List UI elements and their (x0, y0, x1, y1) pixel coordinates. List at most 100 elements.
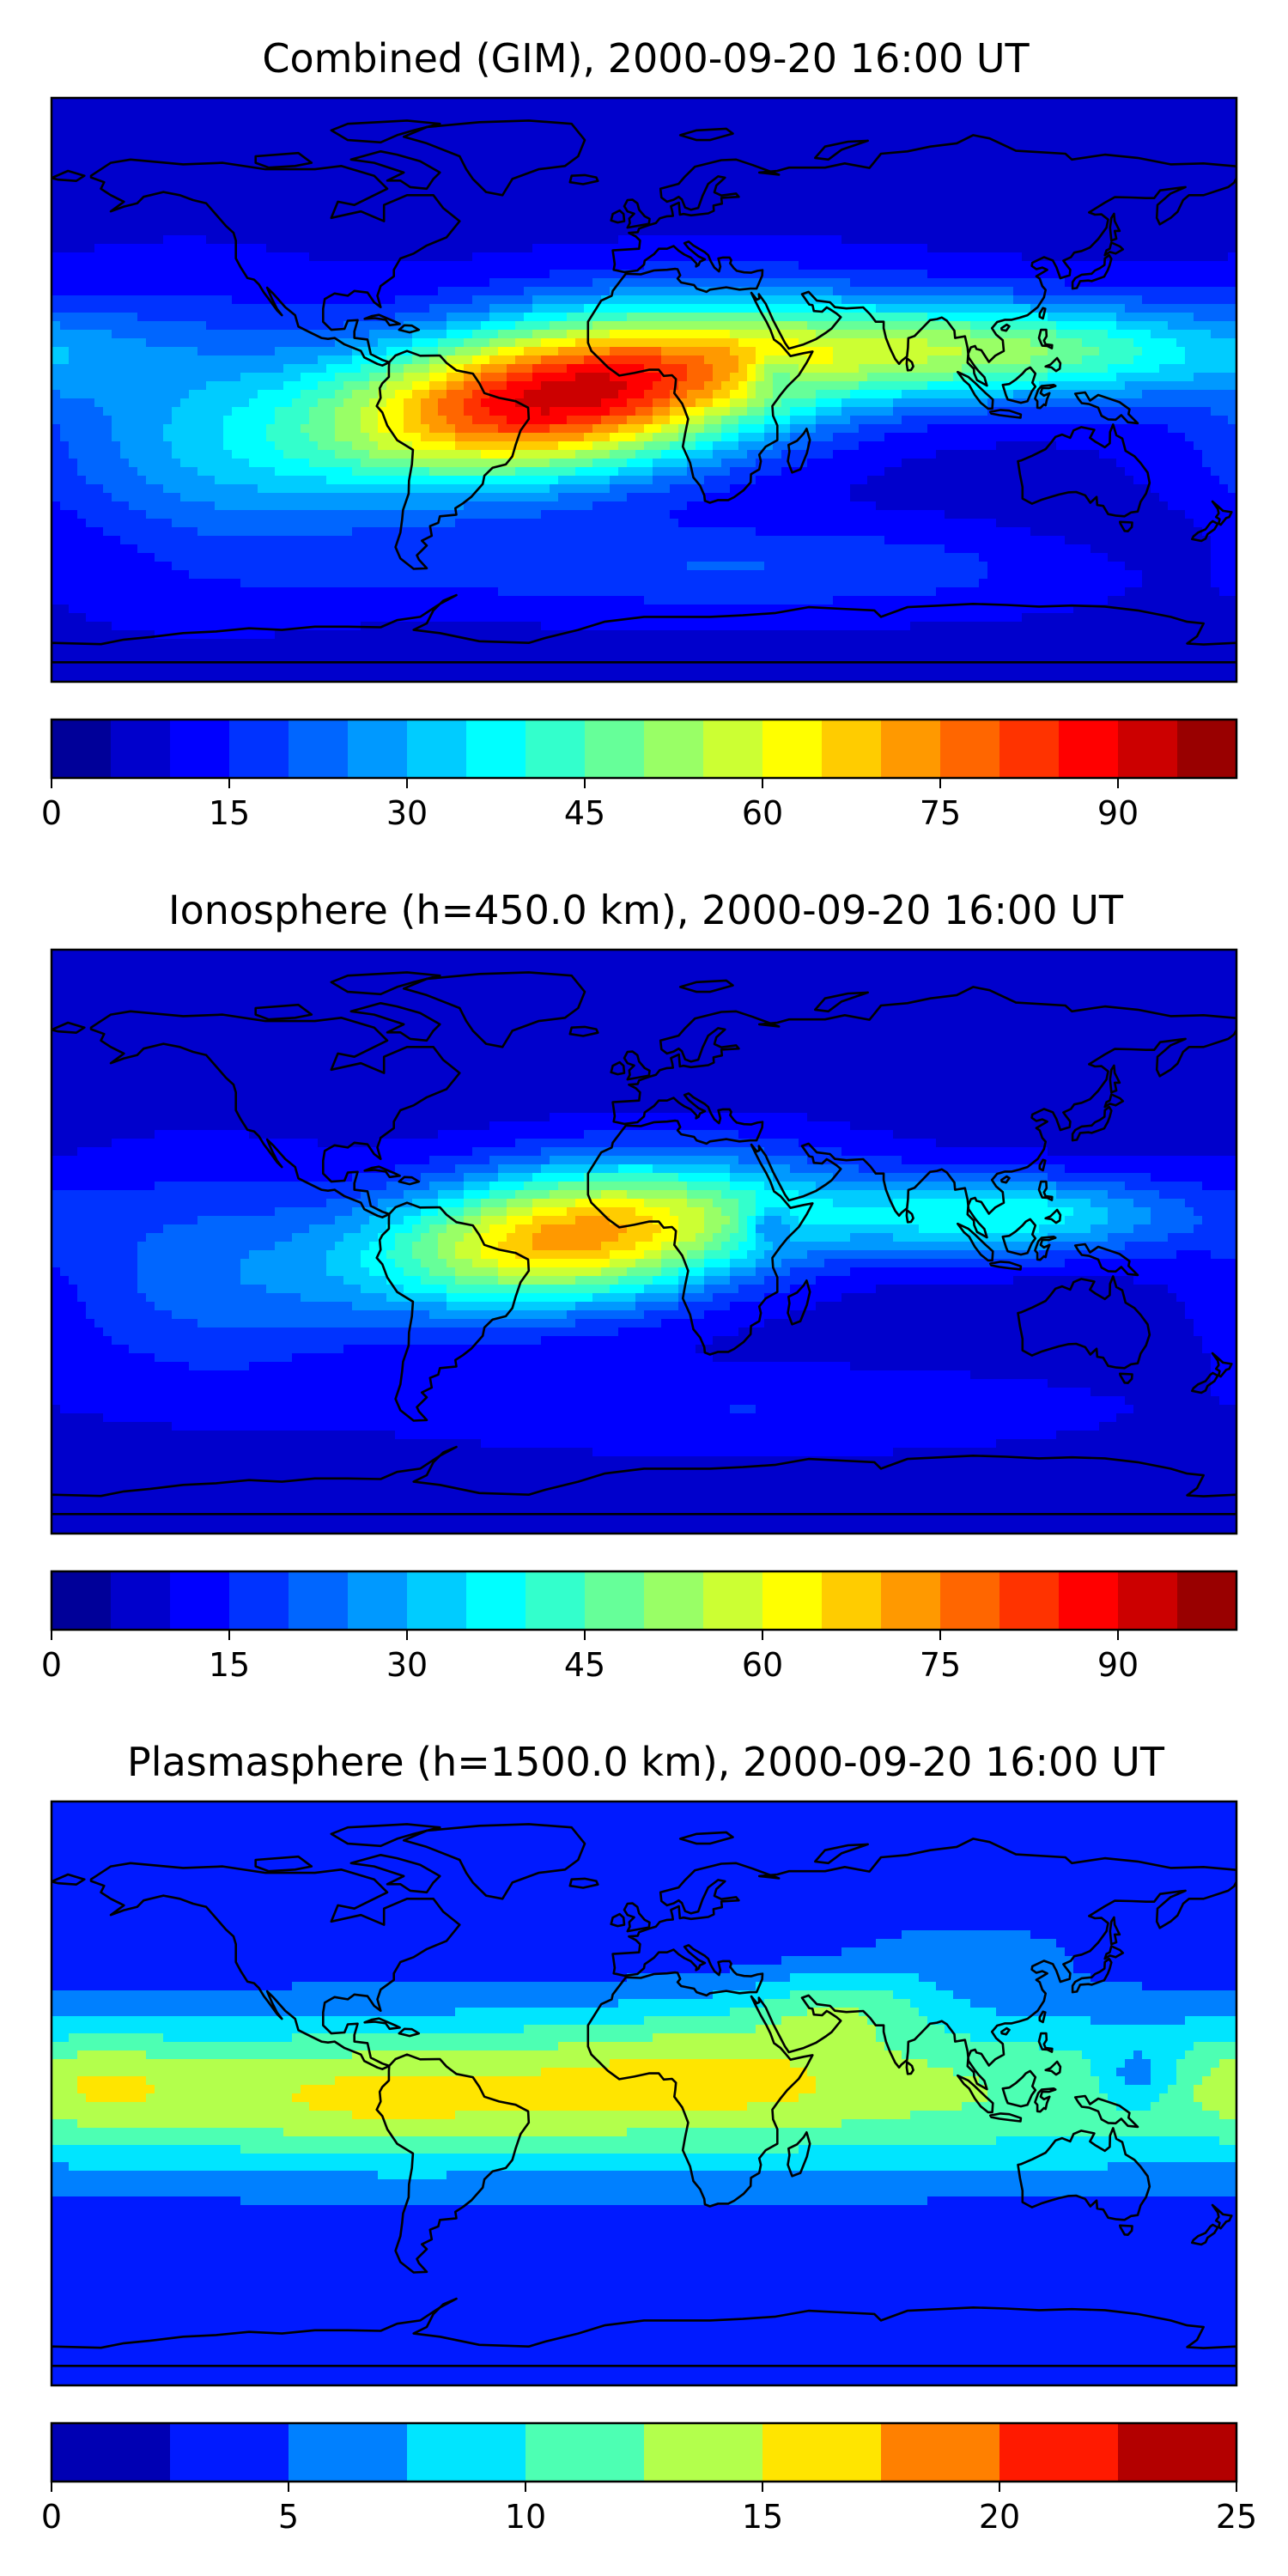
field-cell (266, 424, 301, 434)
field-cell (52, 656, 1236, 665)
field-cell (258, 484, 550, 494)
field-cell (129, 501, 216, 511)
field-cell (515, 321, 550, 331)
coastline-britain (623, 1902, 651, 1933)
field-cell (52, 2222, 1236, 2232)
field-cell (52, 2042, 559, 2051)
field-cell (592, 501, 688, 511)
field-cell (773, 373, 791, 382)
field-cell (429, 304, 490, 313)
coastline-svalbard (678, 1831, 734, 1845)
field-cell (524, 390, 619, 399)
field-cell (550, 459, 593, 468)
field-cell (1168, 424, 1236, 434)
field-cell (661, 1250, 688, 1260)
field-cell (1194, 1327, 1236, 1337)
field-cell (421, 1276, 456, 1285)
field-cell (352, 1173, 422, 1182)
field-cell (86, 1302, 155, 1311)
field-cell (52, 1388, 1091, 1397)
field-cell (799, 2093, 988, 2103)
field-cell (1022, 252, 1229, 262)
field-cell (52, 355, 70, 365)
field-cell (447, 330, 473, 339)
field-cell (52, 132, 1236, 142)
field-cell (1082, 2050, 1134, 2060)
field-cell (927, 424, 1169, 434)
field-cell (764, 398, 782, 408)
field-cell (713, 1353, 1212, 1363)
field-cell (77, 510, 147, 519)
field-cell (678, 1276, 705, 1285)
field-cell (859, 1164, 1066, 1174)
field-cell (52, 579, 241, 588)
field-cell (713, 441, 739, 451)
field-cell (275, 1207, 353, 1217)
field-cell (464, 338, 490, 348)
field-cell (112, 493, 181, 502)
field-cell (52, 1327, 104, 1337)
field-cell (69, 1276, 138, 1285)
field-cell (361, 407, 379, 416)
field-cell (52, 1276, 70, 1285)
field-cell (1030, 527, 1203, 537)
field-cell (841, 295, 1014, 305)
field-cell (77, 2085, 155, 2094)
field-cell (841, 407, 894, 416)
field-cell (318, 355, 353, 365)
field-cell (781, 1216, 799, 1225)
field-cell (137, 1242, 276, 1251)
coastline-new-zealand-south (1191, 2223, 1219, 2246)
field-cell (996, 2136, 1220, 2146)
field-cell (790, 1224, 920, 1234)
field-cell (687, 501, 877, 511)
colorbar-segment (407, 720, 467, 778)
field-cell (52, 493, 112, 502)
field-cell (52, 330, 112, 339)
field-cell (52, 1173, 353, 1182)
field-cell (601, 1267, 628, 1277)
colorbar-segment (881, 2423, 1000, 2482)
field-cell (1048, 1199, 1091, 1208)
field-cell (644, 364, 688, 374)
field-cell (996, 441, 1057, 451)
field-cell (661, 450, 688, 459)
field-cell (541, 338, 576, 348)
field-cell (970, 2033, 1236, 2043)
field-cell (52, 1001, 1236, 1011)
field-cell (223, 424, 267, 434)
field-cell (807, 1113, 1236, 1122)
field-cell (52, 2360, 1236, 2369)
field-cell (352, 441, 379, 451)
field-cell (936, 1982, 1143, 1991)
field-cell (455, 1242, 482, 1251)
field-cell (1211, 1388, 1236, 1397)
field-cell (515, 467, 576, 477)
field-cell (378, 338, 413, 348)
field-cell (953, 2068, 1091, 2077)
field-cell (790, 416, 817, 425)
field-cell (404, 321, 447, 331)
field-cell (438, 1242, 456, 1251)
field-cell (155, 553, 980, 562)
field-cell (86, 1310, 173, 1320)
field-cell (1211, 1370, 1236, 1380)
field-cell (455, 1276, 499, 1285)
field-cell (610, 433, 636, 442)
field-cell (1211, 330, 1236, 339)
field-cell (764, 373, 774, 382)
field-cell (575, 1199, 645, 1208)
colorbar-frame (50, 2421, 1238, 2483)
coastline-sri-lanka (905, 1209, 914, 1224)
field-cell (137, 467, 198, 477)
field-cell (1211, 2068, 1236, 2077)
field-cell (421, 1216, 447, 1225)
field-cell (781, 2016, 868, 2026)
field-cell (77, 2119, 842, 2129)
field-cell (52, 1525, 1236, 1534)
coastline-greenland (402, 971, 586, 1048)
field-cell (206, 321, 344, 331)
field-cell (335, 2076, 817, 2086)
field-cell (429, 1182, 465, 1191)
field-cell (653, 433, 679, 442)
